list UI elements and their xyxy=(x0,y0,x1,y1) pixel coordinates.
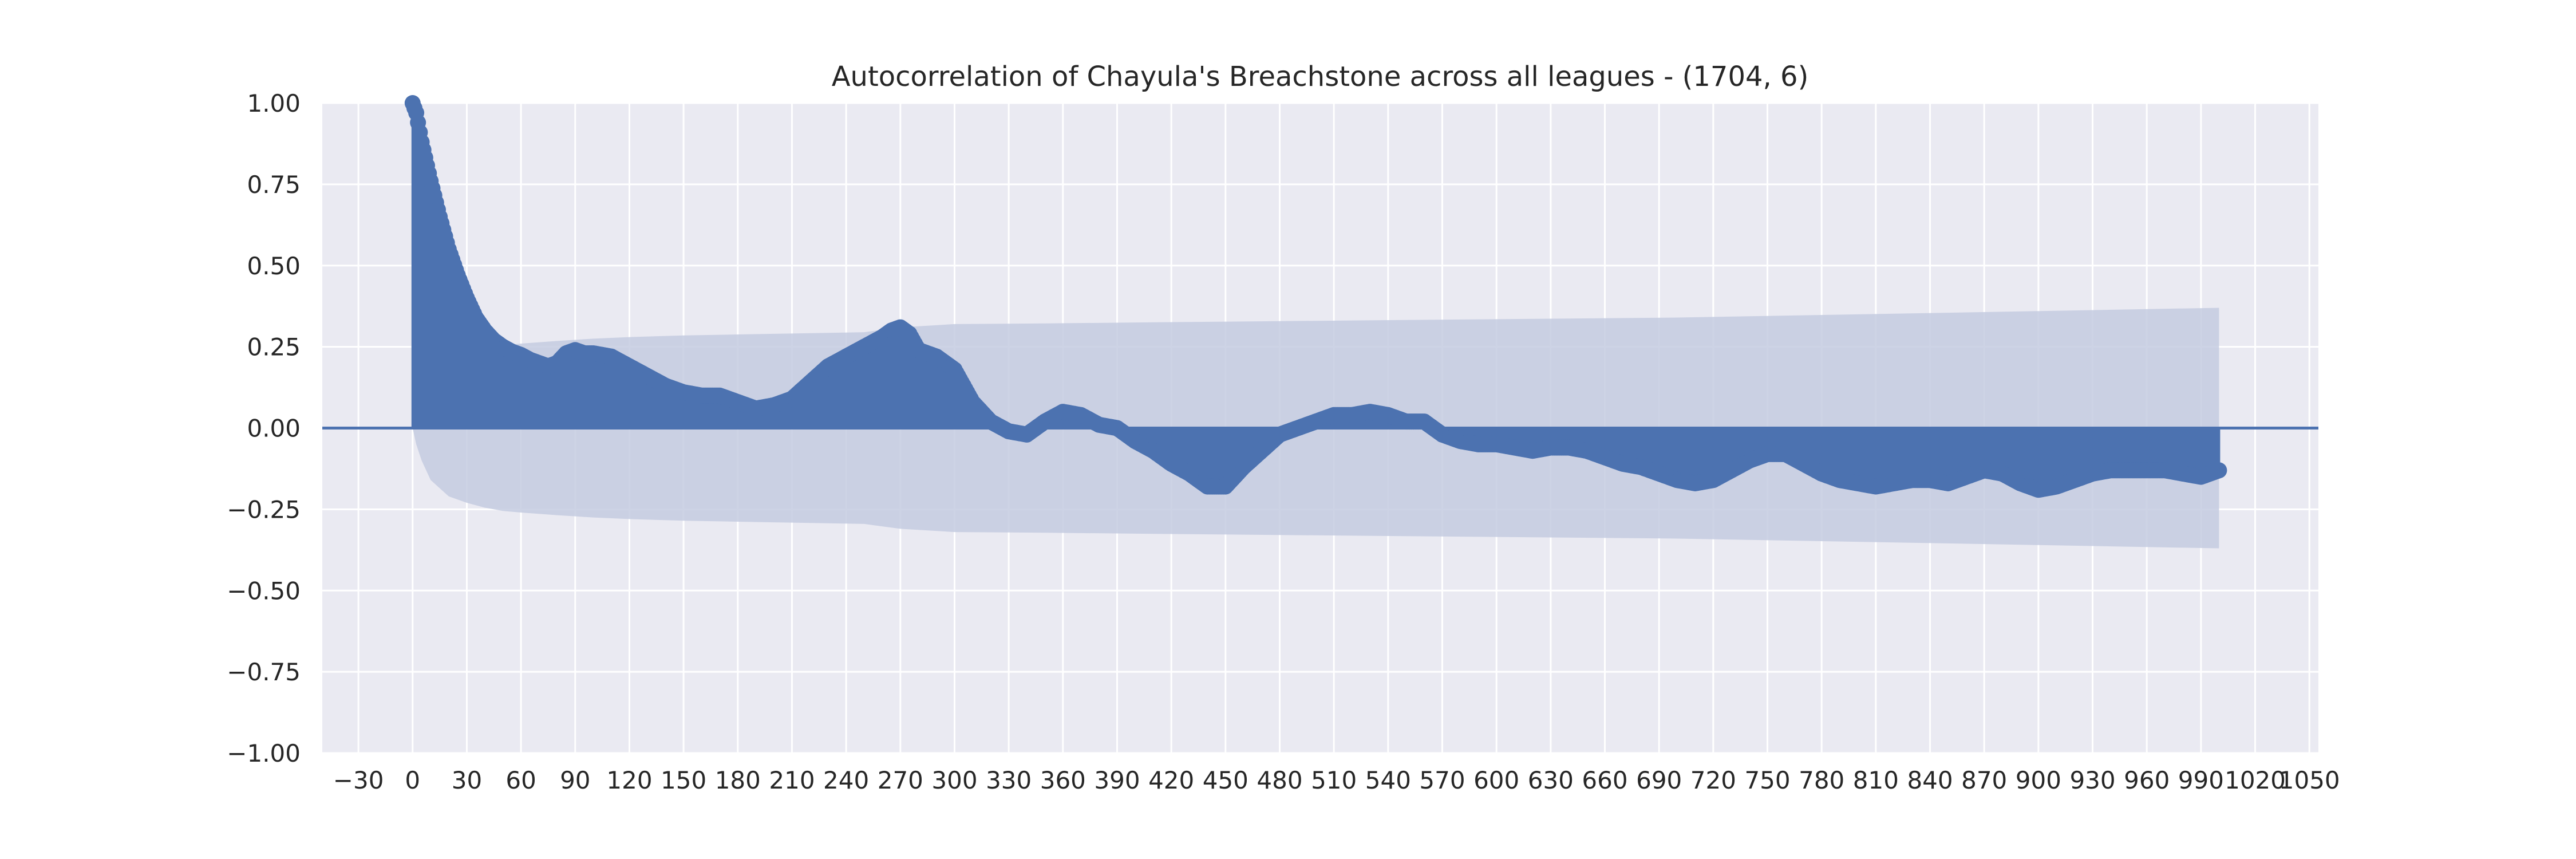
acf-point xyxy=(2211,462,2227,479)
x-tick-label: 900 xyxy=(2016,766,2061,794)
y-tick-label: −0.25 xyxy=(227,495,301,523)
x-tick-label: 690 xyxy=(1636,766,1682,794)
x-tick-label: 660 xyxy=(1582,766,1627,794)
x-tick-label: 750 xyxy=(1744,766,1790,794)
x-tick-label: 780 xyxy=(1799,766,1844,794)
x-tick-label: 300 xyxy=(931,766,977,794)
x-tick-label: 540 xyxy=(1365,766,1411,794)
x-tick-label: 30 xyxy=(452,766,482,794)
y-tick-labels: −1.00 −0.75 −0.50 −0.25 0.00 0.25 0.50 0.75 1.00 xyxy=(227,89,301,767)
x-tick-label: 210 xyxy=(769,766,815,794)
x-tick-label: −30 xyxy=(333,766,384,794)
chart-title: Autocorrelation of Chayula's Breachstone… xyxy=(832,61,1809,93)
y-tick-label: −0.75 xyxy=(227,658,301,686)
y-tick-label: −1.00 xyxy=(227,739,301,767)
x-tick-label: 360 xyxy=(1040,766,1086,794)
x-tick-label: 90 xyxy=(560,766,590,794)
x-tick-label: 720 xyxy=(1690,766,1736,794)
x-tick-label: 420 xyxy=(1148,766,1194,794)
x-tick-label: 180 xyxy=(715,766,761,794)
acf-markers xyxy=(404,95,2227,498)
x-tick-label: 240 xyxy=(823,766,869,794)
x-tick-label: 510 xyxy=(1311,766,1357,794)
x-tick-label: 810 xyxy=(1853,766,1899,794)
y-tick-label: 0.00 xyxy=(247,415,301,443)
y-tick-label: 1.00 xyxy=(247,89,301,117)
y-tick-label: 0.25 xyxy=(247,333,301,361)
x-tick-label: 870 xyxy=(1961,766,2007,794)
y-tick-label: 0.75 xyxy=(247,171,301,199)
x-tick-label: 390 xyxy=(1094,766,1140,794)
x-tick-label: 450 xyxy=(1203,766,1249,794)
x-tick-label: 270 xyxy=(878,766,923,794)
x-tick-label: 630 xyxy=(1528,766,1574,794)
x-tick-label: 930 xyxy=(2069,766,2115,794)
x-tick-label: 1050 xyxy=(2279,766,2340,794)
x-tick-label: 480 xyxy=(1257,766,1302,794)
x-tick-label: 330 xyxy=(986,766,1032,794)
x-tick-label: 120 xyxy=(606,766,652,794)
x-tick-label: 840 xyxy=(1907,766,1953,794)
x-tick-label: 1020 xyxy=(2225,766,2286,794)
x-tick-label: 990 xyxy=(2178,766,2224,794)
y-tick-label: −0.50 xyxy=(227,577,301,605)
x-tick-label: 570 xyxy=(1419,766,1465,794)
x-tick-label: 0 xyxy=(405,766,420,794)
y-tick-label: 0.50 xyxy=(247,252,301,280)
x-tick-label: 600 xyxy=(1473,766,1519,794)
x-tick-labels: −30 0 30 60 90 120 150 180 210 240 270 300 330 360 390… xyxy=(333,766,2340,794)
x-tick-label: 960 xyxy=(2124,766,2170,794)
x-tick-label: 60 xyxy=(505,766,536,794)
x-tick-label: 150 xyxy=(661,766,706,794)
